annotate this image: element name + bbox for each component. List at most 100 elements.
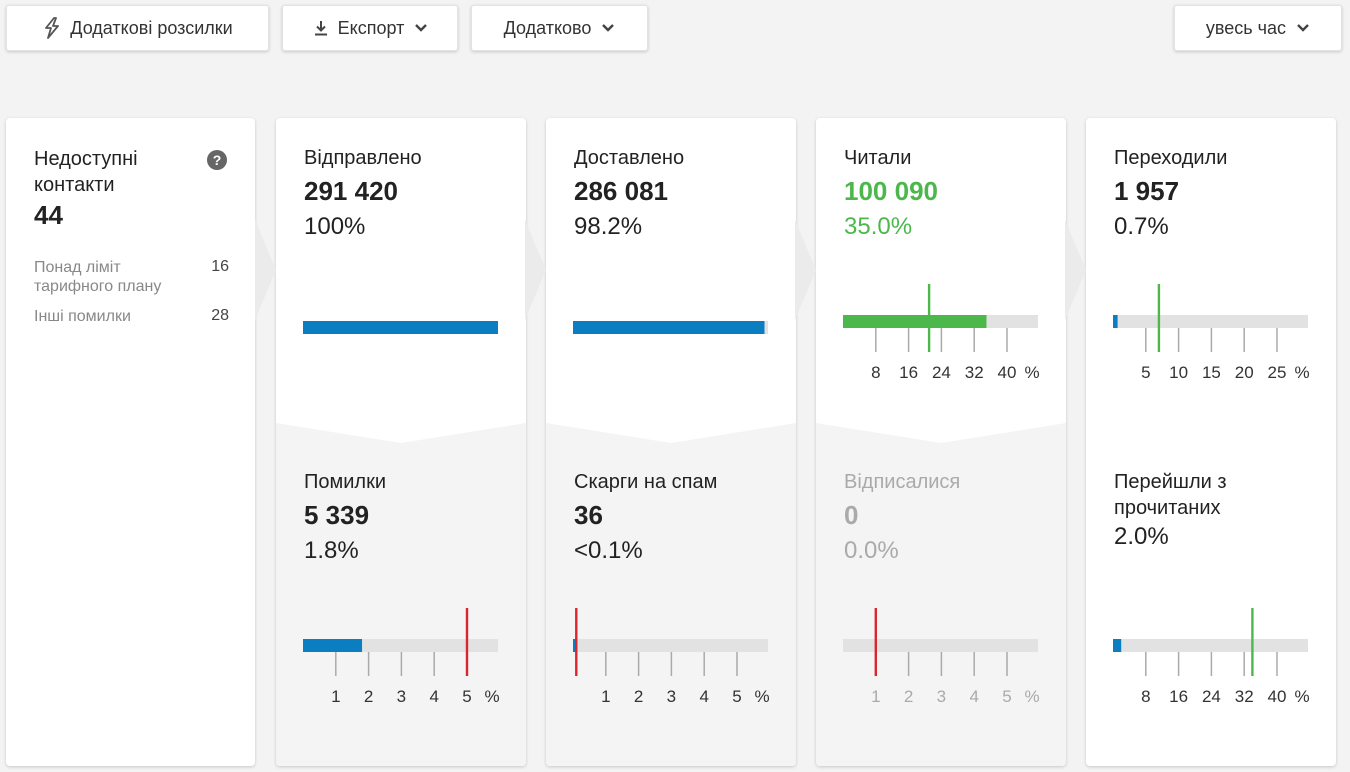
tick-label: 5 [732, 687, 741, 706]
additional-mailings-button[interactable]: Додаткові розсилки [6, 5, 269, 51]
additional-mailings-label: Додаткові розсилки [70, 17, 233, 38]
errors-label: Помилки [304, 471, 387, 493]
unsubscribed-percent: 0.0% [844, 537, 899, 564]
clicked-card: Переходили 1 957 0.7% 5 10 15 20 25% Перейшл… [1086, 118, 1336, 766]
download-icon [312, 19, 330, 37]
tick-label: 32 [965, 363, 984, 382]
bar-fill [573, 639, 576, 652]
errors-bar: 1 2 3 4 5% [303, 608, 500, 706]
tick-label: 1 [871, 687, 880, 706]
lightning-icon [42, 17, 62, 39]
unavailable-contacts-card: Недоступні контакти ? 44 Понад ліміт тар… [6, 118, 255, 766]
delivered-value: 286 081 [574, 176, 668, 206]
bar-track [1113, 315, 1308, 328]
flow-arrow-shadow [795, 220, 816, 320]
card-background [546, 423, 796, 766]
delivered-percent: 98.2% [574, 213, 643, 240]
bar-fill [1113, 315, 1118, 328]
over-limit-label: Понад ліміт тарифного плану [34, 259, 162, 295]
tick-label: 5 [1141, 363, 1150, 382]
read-unsubscribed-card: Читали 100 090 35.0% 8 16 24 32 40% Відписал… [816, 118, 1066, 766]
chevron-down-icon [1296, 23, 1310, 33]
clicked-bar: 5 10 15 20 25% [1113, 284, 1310, 382]
tick-label: 10 [1169, 363, 1188, 382]
sent-errors-card: Відправлено 291 420 100% Помилки 5 339 1… [276, 118, 526, 766]
bar-fill [303, 639, 363, 652]
errors-value: 5 339 [304, 500, 370, 530]
tick-label: 5 [462, 687, 471, 706]
clicked-from-read-percent: 2.0% [1114, 523, 1169, 550]
unavailable-value: 44 [34, 200, 63, 230]
tick-label: 16 [899, 363, 918, 382]
bar-fill [1113, 639, 1122, 652]
unavailable-label: Недоступні контакти [34, 148, 138, 196]
tick-label: 20 [1235, 363, 1254, 382]
tick-label: 2 [364, 687, 373, 706]
clicked-value: 1 957 [1114, 176, 1180, 206]
bar-fill [843, 315, 987, 328]
chevron-down-icon [414, 23, 428, 33]
read-label: Читали [844, 147, 912, 169]
clicked-from-read-bar: 8 16 24 32 40% [1113, 608, 1310, 706]
clicked-percent: 0.7% [1114, 213, 1169, 240]
tick-label: 8 [1141, 687, 1150, 706]
tick-label-percent: % [754, 687, 769, 706]
tick-label: 1 [331, 687, 340, 706]
tick-label: 3 [937, 687, 946, 706]
sent-bar [303, 321, 498, 334]
more-button[interactable]: Додатково [471, 5, 648, 51]
other-errors-label: Інші помилки [34, 308, 131, 325]
read-value: 100 090 [844, 176, 938, 206]
card-background [816, 423, 1066, 766]
flow-arrow-shadow [525, 220, 546, 320]
sent-value: 291 420 [304, 176, 398, 206]
sent-label: Відправлено [304, 147, 422, 169]
spam-label: Скарги на спам [574, 471, 718, 493]
spam-bar: 1 2 3 4 5% [573, 608, 770, 706]
tick-label-percent: % [1294, 363, 1309, 382]
export-button[interactable]: Експорт [282, 5, 458, 51]
errors-percent: 1.8% [304, 537, 359, 564]
tick-label: 8 [871, 363, 880, 382]
bar-track [1113, 639, 1308, 652]
unsubscribed-value: 0 [844, 500, 859, 530]
spam-percent: <0.1% [574, 537, 643, 564]
tick-label: 2 [904, 687, 913, 706]
more-label: Додатково [503, 17, 592, 38]
tick-label: 3 [397, 687, 406, 706]
chevron-down-icon [601, 23, 615, 33]
help-icon[interactable]: ? [207, 150, 227, 170]
tick-label: 24 [932, 363, 951, 382]
tick-label-percent: % [1024, 687, 1039, 706]
read-percent: 35.0% [844, 213, 913, 240]
flow-arrow-shadow [255, 220, 276, 320]
tick-label: 32 [1235, 687, 1254, 706]
tick-label: 1 [601, 687, 610, 706]
delivered-label: Доставлено [574, 147, 685, 169]
bar-fill [303, 321, 498, 334]
card-background [276, 423, 526, 766]
delivered-spam-card: Доставлено 286 081 98.2% Скарги на спам … [546, 118, 796, 766]
bar-fill [573, 321, 765, 334]
clicked-label: Переходили [1114, 147, 1228, 169]
tick-label-percent: % [484, 687, 499, 706]
read-bar: 8 16 24 32 40% [843, 284, 1040, 382]
tick-label: 40 [1268, 687, 1287, 706]
tick-label: 4 [429, 687, 438, 706]
delivered-bar [573, 321, 768, 334]
unsubscribed-label: Відписалися [844, 471, 961, 493]
tick-label: 5 [1002, 687, 1011, 706]
export-label: Експорт [337, 17, 405, 38]
unsubscribed-bar: 1 2 3 4 5% [843, 608, 1040, 706]
tick-label: 4 [699, 687, 708, 706]
sent-percent: 100% [304, 213, 366, 240]
other-errors-value: 28 [211, 307, 229, 324]
tick-label-percent: % [1294, 687, 1309, 706]
period-select[interactable]: увесь час [1174, 5, 1342, 51]
clicked-from-read-label: Перейшли з прочитаних [1114, 471, 1227, 519]
bar-track [843, 639, 1038, 652]
tick-label-percent: % [1024, 363, 1039, 382]
tick-label: 15 [1202, 363, 1221, 382]
flow-arrow-shadow [1065, 220, 1086, 320]
tick-label: 4 [969, 687, 978, 706]
